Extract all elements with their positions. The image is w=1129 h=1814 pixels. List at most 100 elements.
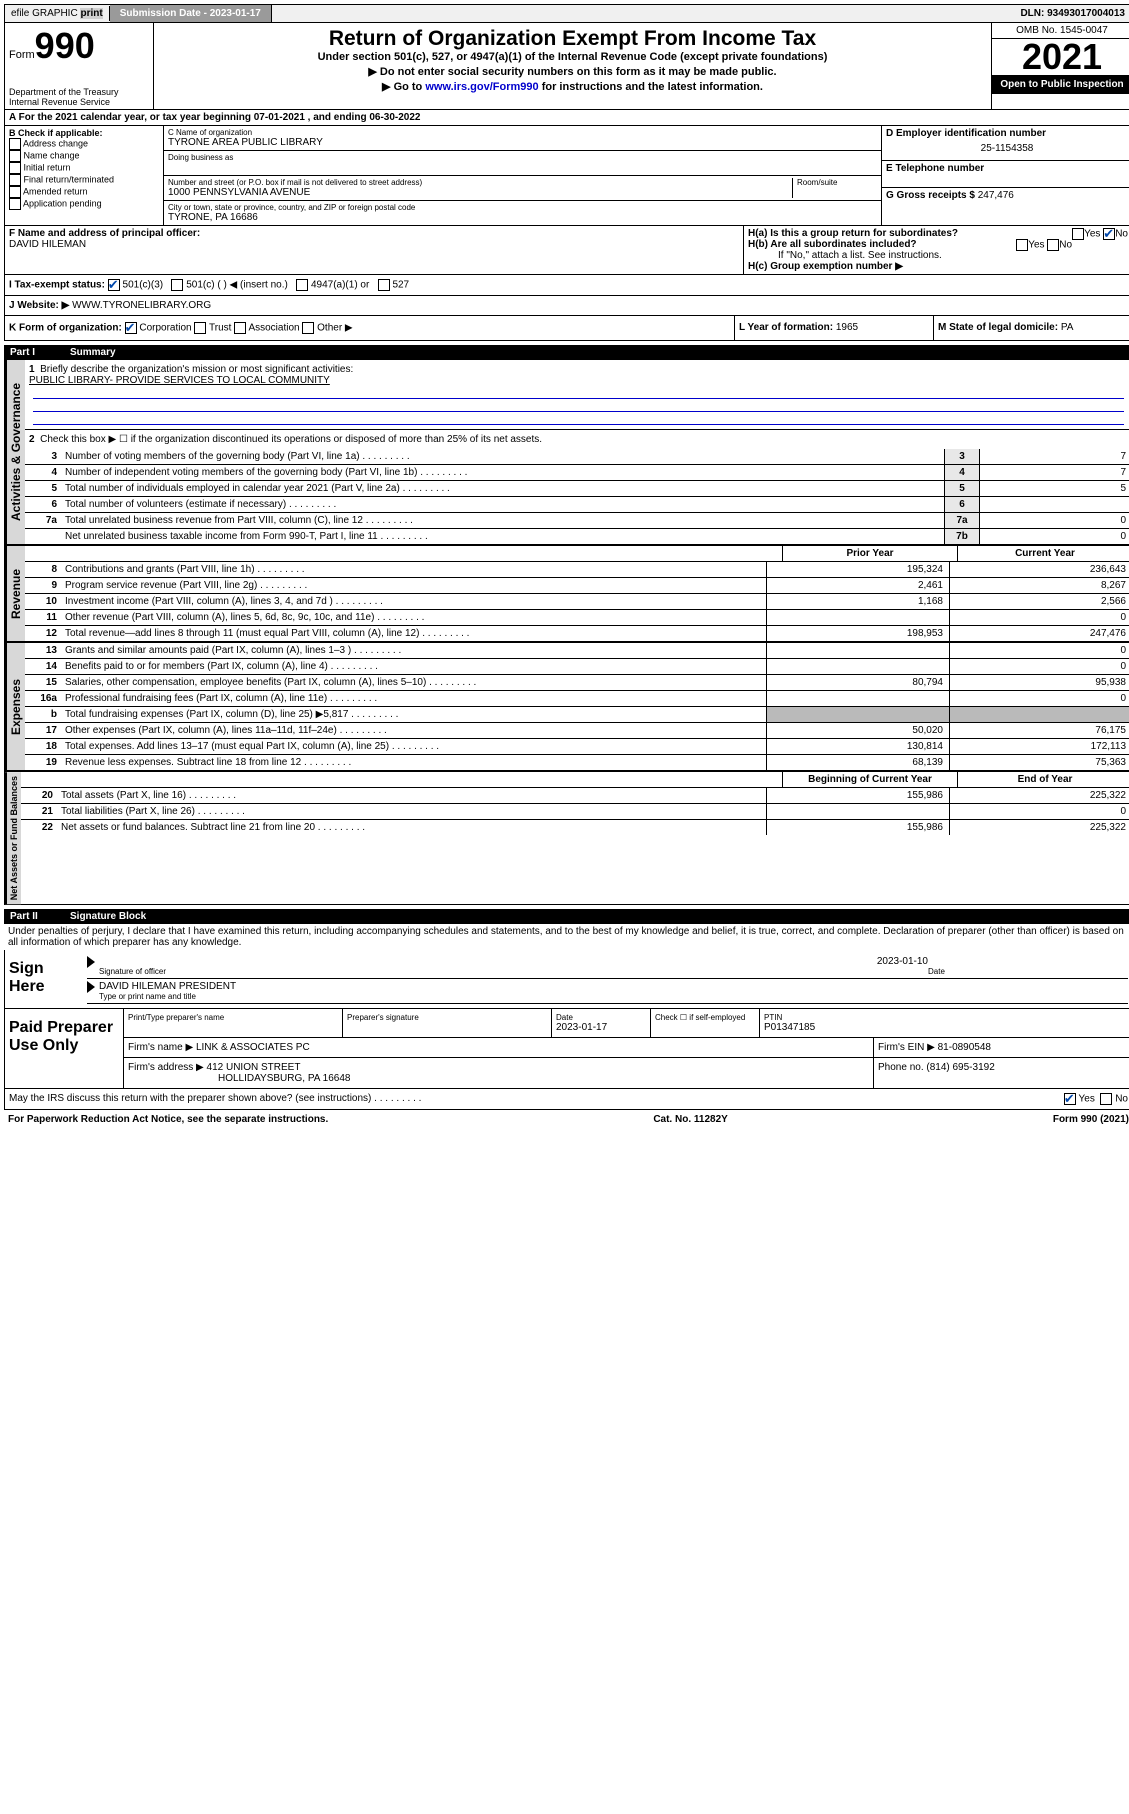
top-bar: efile GRAPHIC print Submission Date - 20… (4, 4, 1129, 23)
instr-1: ▶ Do not enter social security numbers o… (158, 65, 987, 78)
cb-other[interactable] (302, 322, 314, 334)
firm-name: LINK & ASSOCIATES PC (196, 1042, 310, 1053)
cb-name-change[interactable] (9, 150, 21, 162)
prior-value (766, 659, 949, 674)
label-revenue: Revenue (5, 546, 25, 641)
col-b-checkboxes: B Check if applicable: Address change Na… (5, 126, 164, 225)
org-city: TYRONE, PA 16686 (168, 212, 877, 223)
prior-value (766, 804, 949, 819)
org-name: TYRONE AREA PUBLIC LIBRARY (168, 137, 877, 148)
website-row: J Website: ▶ WWW.TYRONELIBRARY.ORG (4, 296, 1129, 316)
line-num: 10 (25, 594, 61, 609)
line-text: Program service revenue (Part VIII, line… (61, 578, 766, 593)
line-text: Total number of volunteers (estimate if … (61, 497, 944, 512)
cb-4947[interactable] (296, 279, 308, 291)
cb-527[interactable] (378, 279, 390, 291)
prior-year-header: Prior Year (782, 546, 957, 562)
current-value: 0 (949, 659, 1129, 674)
prep-name-label: Print/Type preparer's name (128, 1013, 338, 1022)
current-value: 2,566 (949, 594, 1129, 609)
dba-label: Doing business as (168, 153, 877, 162)
cb-ha-yes[interactable] (1072, 228, 1084, 240)
line-text: Total expenses. Add lines 13–17 (must eq… (61, 739, 766, 754)
city-label: City or town, state or province, country… (168, 203, 877, 212)
line-text: Salaries, other compensation, employee b… (61, 675, 766, 690)
signature-block: Sign Here 2023-01-10 Signature of office… (4, 950, 1129, 1009)
state-domicile: PA (1061, 322, 1074, 333)
cb-501c[interactable] (171, 279, 183, 291)
line-box: 3 (944, 449, 979, 464)
prior-value: 195,324 (766, 562, 949, 577)
line-num: 4 (25, 465, 61, 480)
firm-addr1: 412 UNION STREET (207, 1062, 301, 1073)
cb-address-change[interactable] (9, 138, 21, 150)
discuss-question: May the IRS discuss this return with the… (9, 1093, 1064, 1105)
officer-name: DAVID HILEMAN (9, 239, 739, 250)
current-value: 225,322 (949, 788, 1129, 803)
line-text: Total liabilities (Part X, line 26) (57, 804, 766, 819)
current-value: 76,175 (949, 723, 1129, 738)
preparer-block: Paid Preparer Use Only Print/Type prepar… (4, 1009, 1129, 1089)
cb-app-pending[interactable] (9, 198, 21, 210)
cb-initial-return[interactable] (9, 162, 21, 174)
irs-label: Internal Revenue Service (9, 97, 149, 107)
cb-ha-no[interactable] (1103, 228, 1115, 240)
prior-value: 155,986 (766, 820, 949, 835)
firm-addr-label: Firm's address ▶ (128, 1062, 207, 1073)
part2-header: Part IISignature Block (4, 909, 1129, 924)
instr-2: ▶ Go to www.irs.gov/Form990 for instruct… (158, 80, 987, 93)
line-box: 5 (944, 481, 979, 496)
ptin-val: P01347185 (764, 1022, 1128, 1033)
current-value: 0 (949, 804, 1129, 819)
ein-label: D Employer identification number (886, 128, 1128, 139)
current-value: 247,476 (949, 626, 1129, 641)
line-num: 12 (25, 626, 61, 641)
line-num: 19 (25, 755, 61, 770)
prior-value: 80,794 (766, 675, 949, 690)
line-text: Total revenue—add lines 8 through 11 (mu… (61, 626, 766, 641)
cb-discuss-no[interactable] (1100, 1093, 1112, 1105)
cb-hb-no[interactable] (1047, 239, 1059, 251)
cb-501c3[interactable] (108, 279, 120, 291)
current-value: 0 (949, 691, 1129, 706)
cb-discuss-yes[interactable] (1064, 1093, 1076, 1105)
self-employed-check: Check ☐ if self-employed (651, 1009, 760, 1037)
paperwork-notice: For Paperwork Reduction Act Notice, see … (8, 1114, 328, 1125)
cb-trust[interactable] (194, 322, 206, 334)
line-value (979, 497, 1129, 512)
firm-addr2: HOLLIDAYSBURG, PA 16648 (128, 1073, 350, 1084)
irs-link[interactable]: www.irs.gov/Form990 (425, 81, 538, 93)
line-text: Grants and similar amounts paid (Part IX… (61, 643, 766, 658)
hb-note: If "No," attach a list. See instructions… (748, 250, 1128, 261)
begin-year-header: Beginning of Current Year (782, 772, 957, 788)
current-value: 8,267 (949, 578, 1129, 593)
ptin-label: PTIN (764, 1013, 1128, 1022)
q1-text: Briefly describe the organization's miss… (40, 364, 353, 375)
line-text: Net assets or fund balances. Subtract li… (57, 820, 766, 835)
prior-value (766, 643, 949, 658)
room-label: Room/suite (797, 178, 877, 187)
current-value (949, 707, 1129, 722)
firm-ein-label: Firm's EIN ▶ (878, 1042, 938, 1053)
cb-final-return[interactable] (9, 174, 21, 186)
cb-amended[interactable] (9, 186, 21, 198)
line-box: 7b (944, 529, 979, 544)
line-text: Total unrelated business revenue from Pa… (61, 513, 944, 528)
prior-value: 198,953 (766, 626, 949, 641)
tax-status-row: I Tax-exempt status: 501(c)(3) 501(c) ( … (4, 275, 1129, 296)
cat-no: Cat. No. 11282Y (653, 1114, 727, 1125)
part1-header: Part ISummary (4, 345, 1129, 360)
cb-corp[interactable] (125, 322, 137, 334)
line-text: Total assets (Part X, line 16) (57, 788, 766, 803)
print-btn[interactable]: print (80, 8, 102, 19)
cb-assoc[interactable] (234, 322, 246, 334)
line-text: Total number of individuals employed in … (61, 481, 944, 496)
line-num (25, 529, 61, 544)
dept-label: Department of the Treasury (9, 87, 149, 97)
line-text: Total fundraising expenses (Part IX, col… (61, 707, 766, 722)
open-inspection: Open to Public Inspection (992, 75, 1129, 94)
dln: DLN: 93493017004013 (1014, 6, 1129, 21)
cb-hb-yes[interactable] (1016, 239, 1028, 251)
line-value: 7 (979, 449, 1129, 464)
current-value: 95,938 (949, 675, 1129, 690)
